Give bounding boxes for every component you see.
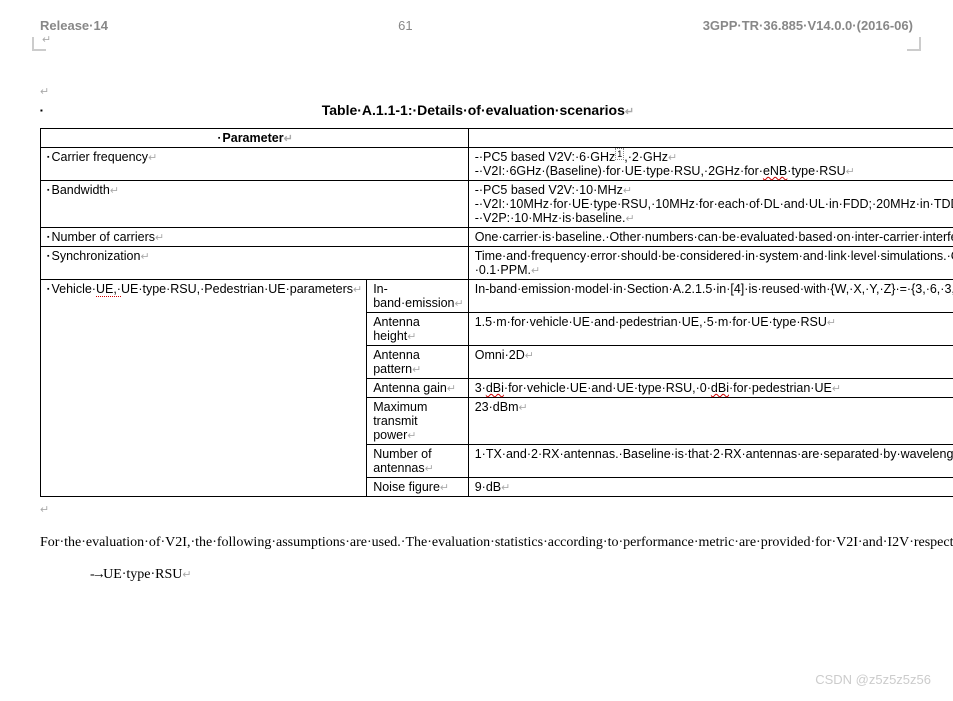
- subparam-max-tx-power: Maximum transmit power: [373, 400, 427, 442]
- table-row: Carrier frequency↵ -·PC5 based V2V:·6·GH…: [41, 148, 953, 181]
- assumption-bandwidth: -·PC5 based V2V:·10·MHz↵ -·V2I:·10MHz·fo…: [468, 181, 953, 228]
- body-paragraph: For·the·evaluation·of·V2I,·the·following…: [40, 534, 913, 553]
- table-caption: ▪ Table·A.1.1-1:·Details·of·evaluation·s…: [40, 102, 913, 118]
- evaluation-scenarios-table: Parameter↵ Assumption↵ Carrier frequency…: [40, 128, 953, 497]
- assumption-ant-gain: 3·dBi·for·vehicle·UE·and·UE·type·RSU,·0·…: [468, 379, 953, 398]
- table-row: Bandwidth↵ -·PC5 based V2V:·10·MHz↵ -·V2…: [41, 181, 953, 228]
- doc-header: Release·14 61 3GPP·TR·36.885·V14.0.0·(20…: [40, 18, 913, 33]
- table-row: Synchronization↵ Time·and·frequency·erro…: [41, 247, 953, 280]
- subparam-num-antennas: Number of antennas: [373, 447, 431, 475]
- page-margin-marks: ↵: [40, 37, 913, 57]
- subparam-ant-gain: Antenna gain: [373, 381, 447, 395]
- param-group-vehicle-ue: Vehicle·UE,·UE·type·RSU,·Pedestrian·UE·p…: [41, 280, 367, 497]
- table-caption-text: Table·A.1.1-1:·Details·of·evaluation·sce…: [322, 102, 625, 118]
- header-doc-id: 3GPP·TR·36.885·V14.0.0·(2016-06): [703, 18, 913, 33]
- param-carrier-freq: Carrier frequency: [51, 150, 148, 164]
- para-mark-icon: ↵: [40, 86, 49, 98]
- param-num-carriers: Number of carriers: [51, 230, 155, 244]
- col-parameter: Parameter: [222, 131, 283, 145]
- sub-item-ue-rsu: -→UE·type·RSU↵: [90, 567, 913, 583]
- param-bandwidth: Bandwidth: [51, 183, 109, 197]
- table-row: Number of carriers↵ One·carrier·is·basel…: [41, 228, 953, 247]
- assumption-carrier-freq: -·PC5 based V2V:·6·GHz1,·2·GHz↵ -·V2I:·6…: [468, 148, 953, 181]
- assumption-noise-figure: 9·dB: [475, 480, 501, 494]
- table-header-row: Parameter↵ Assumption↵: [41, 129, 953, 148]
- para-mark-icon: ↵: [40, 504, 49, 516]
- assumption-ant-height: 1.5·m·for·vehicle·UE·and·pedestrian·UE,·…: [475, 315, 827, 329]
- assumption-num-antennas: 1·TX·and·2·RX·antennas.·Baseline·is·that…: [475, 447, 953, 461]
- header-release: Release·14: [40, 18, 108, 33]
- para-mark-icon: ↵: [42, 33, 51, 46]
- watermark-text: CSDN @z5z5z5z56: [815, 672, 931, 687]
- assumption-max-tx-power: 23·dBm: [475, 400, 519, 414]
- assumption-sync: Time·and·frequency·error·should·be·consi…: [475, 249, 953, 277]
- header-page-number: 61: [398, 18, 412, 33]
- assumption-inband: In-band·emission·model·in·Section·A.2.1.…: [475, 282, 953, 296]
- subparam-noise-figure: Noise figure: [373, 480, 440, 494]
- table-row: Vehicle·UE,·UE·type·RSU,·Pedestrian·UE·p…: [41, 280, 953, 313]
- assumption-ant-pattern: Omni·2D: [475, 348, 525, 362]
- assumption-num-carriers: One·carrier·is·baseline.·Other·numbers·c…: [475, 230, 953, 244]
- subparam-inband: In-band·emission: [373, 282, 454, 310]
- param-sync: Synchronization: [51, 249, 140, 263]
